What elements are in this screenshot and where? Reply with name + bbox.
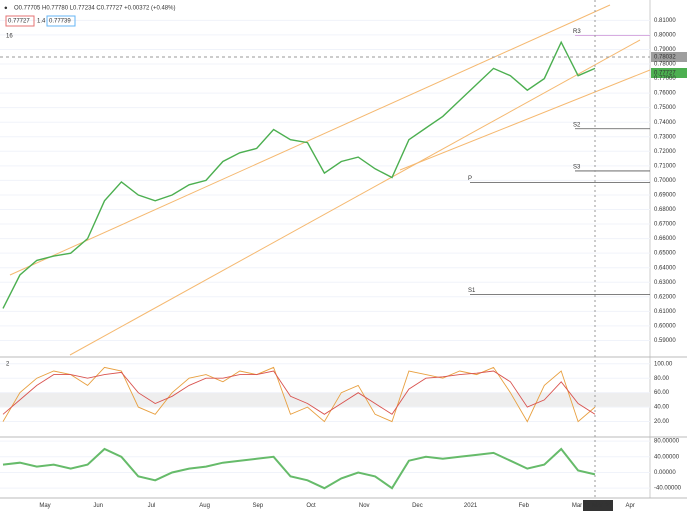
y-tick-label: 80.00 xyxy=(654,376,670,382)
x-tick-label: Jun xyxy=(93,503,103,509)
series-line xyxy=(2,366,596,423)
x-tick-label: Feb xyxy=(519,503,530,509)
y-tick-label: 0.78000 xyxy=(654,62,676,68)
y-tick-label: 0.63000 xyxy=(654,280,676,286)
pivot-label: S3 xyxy=(573,165,581,171)
y-tick-label: 0.80000 xyxy=(654,32,676,38)
x-tick-label: Jul xyxy=(148,503,156,509)
y-tick-label: 0.75000 xyxy=(654,105,676,111)
series-line xyxy=(2,447,596,490)
y-tick-label: 0.64000 xyxy=(654,265,676,271)
y-tick-label: 60.00 xyxy=(654,390,670,396)
interval: 16 xyxy=(6,34,13,40)
bid-box xyxy=(5,15,35,27)
last-price: 0.77727 xyxy=(654,71,676,77)
y-tick-label: 0.72000 xyxy=(654,149,676,155)
stoch-label: 2 xyxy=(6,362,10,368)
y-tick-label: 0.59000 xyxy=(654,338,676,344)
x-tick-label: Nov xyxy=(359,503,370,509)
y-tick-label: 0.77000 xyxy=(654,76,676,82)
pivot-label: S1 xyxy=(468,288,476,294)
series-line xyxy=(2,40,596,309)
ask: 0.77739 xyxy=(49,19,71,25)
ohlc-text: O0.77705 H0.77780 L0.77234 C0.77727 +0.0… xyxy=(14,6,175,12)
last-box xyxy=(651,68,687,78)
y-tick-label: 0.65000 xyxy=(654,251,676,257)
y-tick-label: 80.00000 xyxy=(654,439,680,445)
y-tick-label: 0.68000 xyxy=(654,207,676,213)
x-tick-label: Oct xyxy=(306,503,316,509)
spread: 1.4 xyxy=(37,19,46,25)
pivot-label: P xyxy=(468,176,472,182)
pivot-label: R3 xyxy=(573,29,581,35)
x-tick-label: 2021 xyxy=(464,503,478,509)
channel-line xyxy=(399,69,651,171)
y-tick-label: 0.69000 xyxy=(654,193,676,199)
x-tick-label: Dec xyxy=(412,503,423,509)
y-tick-label: 20.00 xyxy=(654,419,670,425)
y-tick-label: 0.76000 xyxy=(654,91,676,97)
date-box xyxy=(583,500,613,511)
y-tick-label: 0.70000 xyxy=(654,178,676,184)
x-tick-label: Mar xyxy=(572,503,582,509)
x-tick-label: May xyxy=(39,503,50,509)
y-tick-label: 0.71000 xyxy=(654,163,676,169)
y-tick-label: -40.00000 xyxy=(654,486,682,492)
y-tick-label: 0.62000 xyxy=(654,294,676,300)
current-date: 15 Mar '21 xyxy=(584,503,613,509)
y-tick-label: 0.74000 xyxy=(654,120,676,126)
pivot-label: S2 xyxy=(573,122,581,128)
y-tick-label: 100.00 xyxy=(654,361,673,367)
marker-box xyxy=(651,52,687,62)
bid: 0.77727 xyxy=(8,19,30,25)
y-tick-label: 0.79000 xyxy=(654,47,676,53)
x-tick-label: Apr xyxy=(626,503,635,509)
y-tick-label: 40.00 xyxy=(654,405,670,411)
y-tick-label: 0.61000 xyxy=(654,309,676,315)
stoch-band xyxy=(0,393,650,407)
y-tick-label: 40.00000 xyxy=(654,454,680,460)
y-tick-label: 0.00000 xyxy=(654,470,676,476)
series-line xyxy=(2,370,596,415)
channel-line xyxy=(9,4,611,276)
y-tick-label: 0.67000 xyxy=(654,222,676,228)
y-tick-label: 0.60000 xyxy=(654,323,676,329)
y-tick-label: 0.66000 xyxy=(654,236,676,242)
symbol-dot: ● xyxy=(4,6,8,12)
x-tick-label: Sep xyxy=(252,503,263,509)
x-tick-label: Aug xyxy=(199,503,210,509)
y-tick-label: 0.81000 xyxy=(654,18,676,24)
marker-price: 0.78032 xyxy=(654,55,676,61)
y-tick-label: 0.73000 xyxy=(654,134,676,140)
channel-line xyxy=(69,39,641,356)
ask-box xyxy=(46,15,76,27)
